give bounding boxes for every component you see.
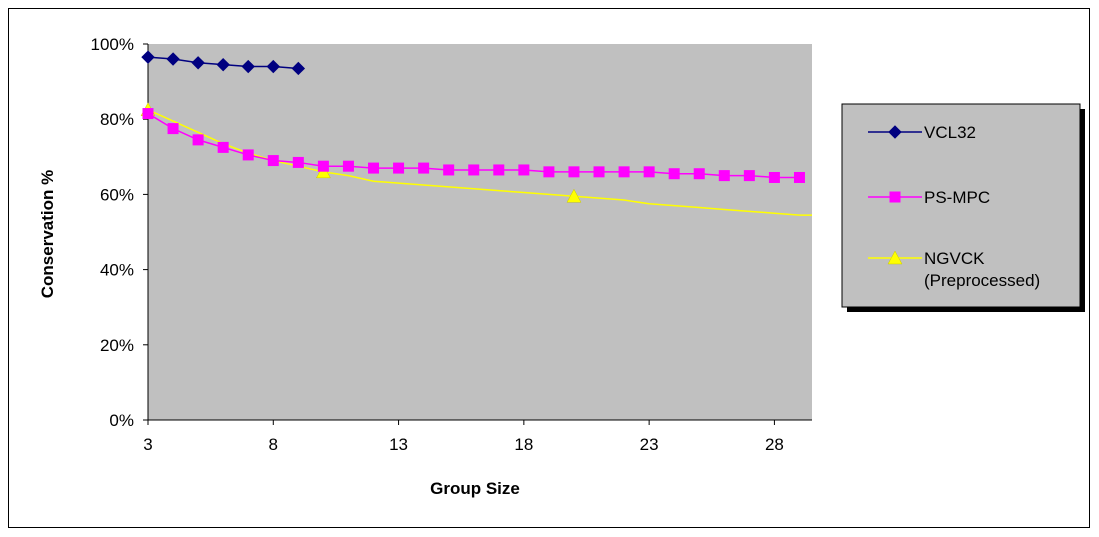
series-1 xyxy=(142,108,805,183)
data-point xyxy=(242,149,254,161)
data-point xyxy=(693,168,705,180)
data-point xyxy=(593,166,605,178)
data-point xyxy=(166,52,180,66)
series-0 xyxy=(141,50,306,76)
legend-item-1: PS-MPC xyxy=(868,188,990,207)
data-point xyxy=(768,171,780,183)
data-point xyxy=(468,164,480,176)
data-point xyxy=(443,164,455,176)
legend-marker xyxy=(888,125,902,139)
x-tick-label: 13 xyxy=(389,435,408,454)
data-point xyxy=(317,160,329,172)
data-point xyxy=(167,123,179,135)
data-point xyxy=(192,134,204,146)
data-point xyxy=(368,162,380,174)
data-point xyxy=(518,164,530,176)
data-point xyxy=(342,160,354,172)
series-layer xyxy=(140,50,812,216)
data-point xyxy=(217,141,229,153)
data-point xyxy=(718,170,730,182)
legend-label: NGVCK (Preprocessed) xyxy=(924,249,1040,290)
data-point xyxy=(266,59,280,74)
x-tick-label: 3 xyxy=(143,435,152,454)
data-point xyxy=(142,108,154,120)
x-tick-label: 28 xyxy=(765,435,784,454)
legend-label: VCL32 xyxy=(924,123,976,142)
legend: VCL32 PS-MPC NGVCK (Preprocessed) xyxy=(841,103,1085,312)
data-point xyxy=(216,57,230,72)
data-point xyxy=(291,61,306,76)
data-point xyxy=(568,166,580,178)
y-tick-label: 40% xyxy=(100,261,134,280)
data-point xyxy=(618,166,630,178)
y-tick-label: 0% xyxy=(109,411,134,430)
data-point xyxy=(668,168,680,180)
y-tick-label: 100% xyxy=(91,35,134,54)
data-point xyxy=(418,162,430,174)
plot-area xyxy=(148,44,812,420)
y-tick-label: 20% xyxy=(100,336,134,355)
data-point xyxy=(493,164,505,176)
data-point xyxy=(191,56,205,70)
data-point xyxy=(793,171,805,183)
series-line xyxy=(147,109,812,216)
y-tick-label: 60% xyxy=(100,185,134,204)
data-point xyxy=(393,162,405,174)
data-point xyxy=(566,188,582,203)
data-point xyxy=(743,170,755,182)
data-point xyxy=(643,166,655,178)
legend-marker xyxy=(889,191,901,203)
y-axis-title: Conservation % xyxy=(38,170,57,298)
data-point xyxy=(292,156,304,168)
legend-item-2: NGVCK (Preprocessed) xyxy=(868,249,1040,290)
x-tick-label: 23 xyxy=(640,435,659,454)
x-tick-label: 8 xyxy=(269,435,278,454)
data-point xyxy=(267,155,279,167)
data-point xyxy=(141,50,155,64)
legend-box xyxy=(841,103,1081,308)
legend-label: PS-MPC xyxy=(924,188,990,207)
axes: 0% 20% 40% 60% 80% 100% 3 8 13 18 23 28 xyxy=(91,35,812,454)
x-tick-label: 18 xyxy=(514,435,533,454)
legend-marker xyxy=(887,250,903,265)
legend-item-0: VCL32 xyxy=(868,123,976,142)
y-tick-label: 80% xyxy=(100,110,134,129)
data-point xyxy=(241,59,255,74)
data-point xyxy=(543,166,555,178)
x-axis-title: Group Size xyxy=(430,479,520,498)
